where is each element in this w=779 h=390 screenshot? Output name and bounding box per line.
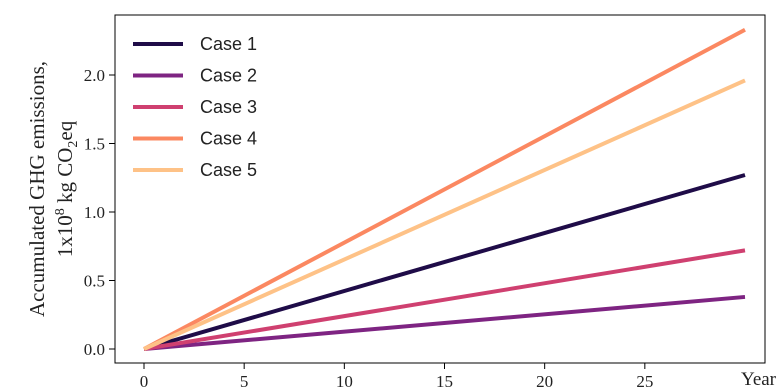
legend-label-3: Case 3 <box>200 97 257 117</box>
legend-label-4: Case 4 <box>200 129 257 149</box>
series-line-2 <box>143 294 746 351</box>
series-lines <box>143 28 746 351</box>
x-axis-title: Year <box>741 369 777 390</box>
legend-label-2: Case 2 <box>200 66 257 86</box>
x-tick-label: 0 <box>140 372 149 390</box>
y-tick-label: 1.5 <box>84 135 105 154</box>
series-line-3 <box>143 248 746 351</box>
x-tick-label: 20 <box>536 372 553 390</box>
series-line-5 <box>143 78 746 351</box>
axes: 0 5 10 15 20 25 0.0 0.5 1.0 1.5 2.0 <box>84 66 654 390</box>
y-tick-label: 0.5 <box>84 272 105 291</box>
x-tick-label: 10 <box>336 372 353 390</box>
y-axis-title-line1: Accumulated GHG emissions, <box>25 61 49 317</box>
plot-frame <box>114 14 766 364</box>
x-tick-label: 5 <box>240 372 249 390</box>
y-tick-label: 1.0 <box>84 203 105 222</box>
series-line-1 <box>143 173 746 351</box>
legend-label-1: Case 1 <box>200 34 257 54</box>
legend: Case 1 Case 2 Case 3 Case 4 Case 5 <box>133 34 257 180</box>
x-tick-label: 25 <box>636 372 653 390</box>
y-tick-label: 0.0 <box>84 340 105 359</box>
y-tick-label: 2.0 <box>84 66 105 85</box>
y-axis-title-line2: 1x108 kg CO2eq <box>53 120 81 257</box>
series-line-4 <box>143 28 746 351</box>
x-tick-label: 15 <box>436 372 453 390</box>
legend-label-5: Case 5 <box>200 160 257 180</box>
